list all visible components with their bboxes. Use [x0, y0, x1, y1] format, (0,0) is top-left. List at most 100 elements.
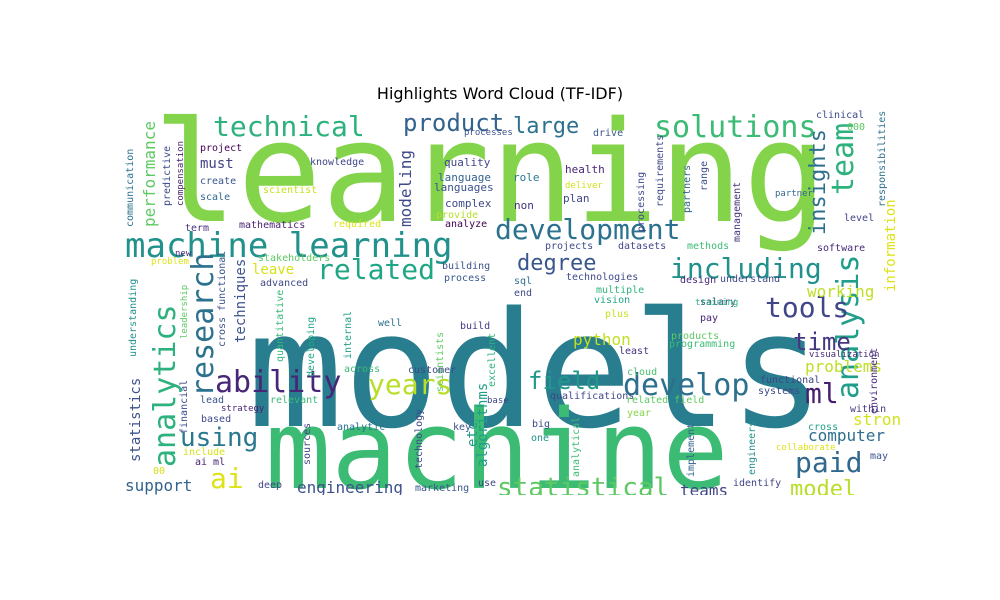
word-working: working	[807, 282, 874, 301]
word-related-field: related field	[626, 395, 704, 406]
word-products: products	[671, 331, 719, 342]
word-range: range	[699, 161, 710, 191]
word-computer: computer	[808, 426, 885, 445]
word-algorithms: algorithms	[475, 383, 491, 467]
word-modeling: modeling	[396, 150, 415, 227]
word-across: across	[344, 364, 380, 375]
word-multiple: multiple	[596, 285, 644, 296]
word-problem: problem	[151, 257, 189, 267]
word-year: year	[627, 408, 651, 419]
word-sources: sources	[302, 423, 313, 465]
word-customer: customer	[408, 365, 456, 376]
word-responsibilities: responsibilities	[877, 111, 888, 207]
word-developing: developing	[306, 317, 317, 377]
word-statistics: statistics	[128, 378, 144, 462]
word-years: years	[368, 368, 452, 401]
word-understanding: understanding	[128, 279, 139, 357]
word-health: health	[565, 163, 605, 176]
word-analytics: analytics	[148, 304, 183, 467]
word-scientists: scientists	[435, 332, 446, 392]
word-processing: processing	[636, 172, 647, 232]
word-lead: lead	[200, 395, 224, 406]
word-technology: technology	[414, 409, 425, 469]
word-management: management	[732, 182, 743, 242]
word-quality: quality	[444, 156, 491, 169]
chart-title: Highlights Word Cloud (TF-IDF)	[376, 84, 624, 103]
word-understand: understand	[720, 274, 780, 285]
word-engineers: engineers	[747, 421, 758, 475]
word-systems: systems	[758, 386, 800, 397]
word-visualization: visualization	[809, 350, 879, 360]
word-role: role	[513, 171, 540, 184]
word-design: design	[680, 275, 716, 286]
word-tools: tools	[765, 291, 849, 324]
word-stakeholders: stakeholders	[258, 253, 330, 264]
word-field: field	[528, 367, 600, 395]
word-processes: processes	[464, 128, 513, 138]
word-big: big	[532, 419, 550, 430]
word-knowledge: knowledge	[310, 157, 364, 168]
word-partner: partner	[775, 189, 814, 199]
word-within: within	[850, 404, 886, 415]
word-analysis: analysis	[831, 255, 866, 400]
word-datasets: datasets	[618, 241, 666, 252]
word-key: key	[453, 422, 471, 433]
word-internal: internal	[343, 311, 354, 359]
word-model: model	[790, 477, 856, 495]
word-00: 00	[153, 466, 165, 477]
word-build: build	[460, 321, 490, 332]
word-technical: technical	[213, 110, 365, 143]
word-project: project	[200, 143, 242, 154]
word-may: may	[870, 451, 888, 462]
word-paid: paid	[795, 446, 862, 479]
word-well: well	[378, 318, 402, 329]
word-time: time	[793, 328, 851, 356]
word-python: python	[573, 330, 631, 349]
word-learning: learning	[153, 107, 827, 255]
word-strategy: strategy	[221, 404, 265, 414]
word-provide: provide	[436, 210, 478, 221]
word-techniques: techniques	[233, 259, 249, 343]
word-models: models	[247, 277, 825, 464]
word-projects: projects	[545, 241, 593, 252]
word-create: create	[200, 176, 236, 187]
word-team: team	[826, 123, 861, 195]
word-performance: performance	[140, 121, 159, 227]
word-cross-functional: cross functional	[217, 251, 228, 347]
word-qualifications: qualifications	[550, 391, 634, 402]
word-drive: drive	[593, 128, 623, 139]
word-building: building	[442, 261, 490, 272]
word-related: related	[317, 253, 435, 286]
word-solutions: solutions	[654, 110, 817, 145]
word-ml: ml	[805, 377, 839, 410]
word-degree: degree	[517, 251, 596, 276]
word-non: non	[514, 199, 534, 212]
word-scientist: scientist	[263, 185, 317, 196]
word-large: large	[513, 114, 579, 139]
word-ai: ai	[210, 462, 244, 495]
word-cloud: cloud	[627, 367, 657, 378]
word-include: include	[183, 447, 225, 458]
word-ai-ml: ai ml	[195, 457, 225, 468]
word-mathematics: mathematics	[239, 220, 305, 231]
word-training: training	[695, 298, 738, 308]
word-develop: develop	[623, 368, 749, 403]
word-excellent: excellent	[487, 333, 498, 387]
word-development: development	[495, 213, 680, 246]
word-pay: pay	[700, 313, 718, 324]
word-plus: plus	[605, 309, 629, 320]
word-requirements: requirements	[655, 135, 666, 207]
word-base: base	[487, 396, 509, 406]
word-technologies: technologies	[566, 272, 638, 283]
word-required: required	[333, 219, 381, 230]
word-predictive: predictive	[162, 146, 173, 206]
word-cloud: learning models machine machine learning tec…	[125, 107, 900, 495]
word-product: product	[403, 109, 504, 137]
word-machine: machine	[265, 386, 729, 495]
word-research: research	[186, 253, 221, 398]
word-one: one	[531, 433, 549, 444]
word-information: information	[883, 199, 899, 292]
word-scale: scale	[200, 192, 230, 203]
word-sql: sql	[514, 276, 532, 287]
